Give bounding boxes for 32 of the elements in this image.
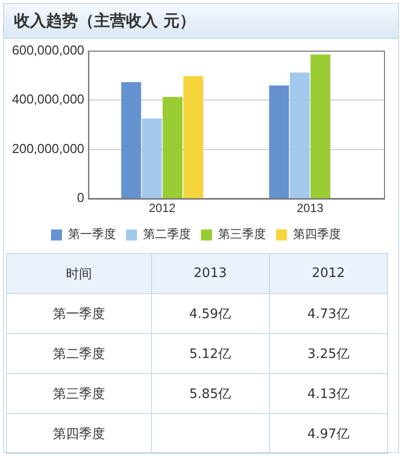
x-tick-label: 2012 — [148, 201, 176, 216]
data-label: 5.12亿 — [151, 334, 270, 374]
bar — [121, 82, 142, 198]
y-tick-label: 0 — [77, 190, 84, 206]
y-tick-label: 600,000,000 — [12, 42, 84, 58]
y-tick-label: 第一季度 — [6, 294, 152, 334]
bar — [269, 86, 289, 198]
text: 时间 — [6, 254, 152, 294]
bar — [310, 54, 330, 198]
data-label: 4.97亿 — [269, 414, 388, 454]
bar — [183, 76, 204, 198]
y-tick-label: 200,000,000 — [12, 140, 84, 156]
data-label: 4.59亿 — [151, 294, 270, 334]
bar — [162, 96, 183, 198]
data-label: 5.85亿 — [151, 374, 270, 414]
bar — [142, 118, 162, 198]
y-tick-label: 第三季度 — [6, 374, 152, 414]
x-tick-label: 2013 — [151, 254, 270, 294]
legend-label: 第二季度 — [143, 227, 191, 242]
data-label: 4.13亿 — [269, 374, 388, 414]
y-tick-label: 第二季度 — [6, 334, 152, 374]
x-tick-label: 2012 — [269, 254, 388, 294]
chart-title: 收入趋势（主营收入 元） — [4, 4, 398, 39]
x-tick-label: 2013 — [296, 201, 324, 216]
y-tick-label: 400,000,000 — [12, 92, 84, 107]
y-tick-label: 第四季度 — [6, 414, 152, 454]
legend-label: 第一季度 — [68, 227, 116, 242]
legend-label: 第四季度 — [293, 227, 341, 242]
data-label: 4.73亿 — [269, 294, 388, 334]
data-label: 3.25亿 — [269, 334, 388, 374]
legend-label: 第三季度 — [218, 227, 266, 242]
bar — [290, 72, 310, 198]
